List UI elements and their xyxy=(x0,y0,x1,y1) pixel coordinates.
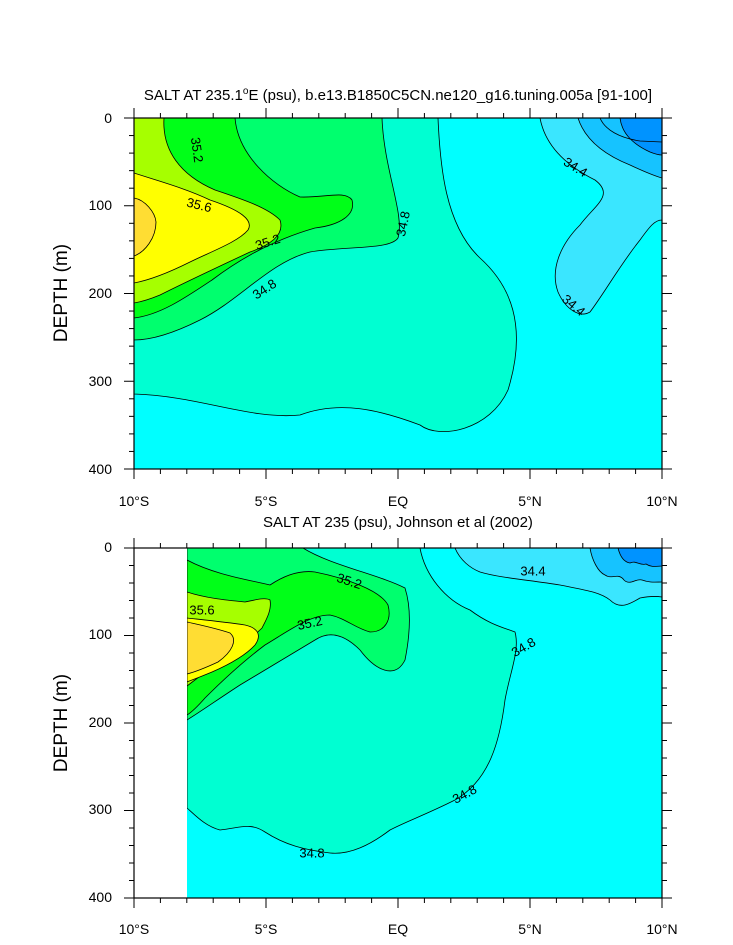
bottom-y-tick-label: 300 xyxy=(89,801,113,817)
contour-label: 35.2 xyxy=(296,613,324,633)
contour-label: 35.6 xyxy=(189,602,214,617)
bottom-y-tick-label: 200 xyxy=(89,714,113,730)
top-y-tick-label: 300 xyxy=(89,373,113,389)
bottom-x-tick-label: 10°S xyxy=(119,921,150,937)
contour-label: 34.4 xyxy=(520,563,545,578)
bottom-y-tick-label: 0 xyxy=(104,539,112,555)
top-y-tick-label: 100 xyxy=(89,197,113,213)
top-y-axis-label: DEPTH (m) xyxy=(51,244,72,342)
contour-label: 34.8 xyxy=(299,845,324,860)
bottom-y-tick-label: 100 xyxy=(89,626,113,642)
bottom-x-tick-label: 5°S xyxy=(255,921,278,937)
top-x-tick-label: 10°S xyxy=(119,493,150,509)
top-fill-35.8 xyxy=(134,197,157,257)
top-panel: SALT AT 235.1oE (psu), b.e13.B1850C5CN.n… xyxy=(51,86,678,509)
top-fill-34.4 xyxy=(539,118,662,315)
top-contour-labels: 35.2 35.6 35.2 34.8 34.8 34.4 34.4 xyxy=(185,136,590,319)
bottom-axis-ticks xyxy=(124,538,672,908)
contour-label: 35.2 xyxy=(188,136,206,163)
top-x-tick-label: 5°N xyxy=(518,493,542,509)
top-axis-ticks xyxy=(124,108,672,479)
contour-label: 35.2 xyxy=(253,231,282,253)
bot-fill-35.8 xyxy=(187,621,234,675)
top-x-tick-label: 10°N xyxy=(646,493,677,509)
bottom-y-axis-label: DEPTH (m) xyxy=(51,674,72,772)
top-contour-fill xyxy=(134,118,662,469)
bottom-y-tick-label: 400 xyxy=(89,889,113,905)
top-panel-title: SALT AT 235.1oE (psu), b.e13.B1850C5CN.n… xyxy=(144,86,652,104)
bottom-x-tick-label: 10°N xyxy=(646,921,677,937)
top-x-tick-label: EQ xyxy=(388,493,408,509)
top-y-tick-label: 0 xyxy=(104,110,112,126)
bottom-x-tick-label: EQ xyxy=(388,921,408,937)
bottom-contour-fill xyxy=(187,548,662,898)
top-contour-line xyxy=(599,118,662,143)
contour-label: 35.6 xyxy=(185,195,213,216)
top-y-tick-label: 400 xyxy=(89,461,113,477)
contour-label: 34.8 xyxy=(393,210,413,238)
top-x-tick-label: 5°S xyxy=(255,493,278,509)
top-fill-35.6 xyxy=(134,172,250,284)
top-y-tick-label: 200 xyxy=(89,285,113,301)
contour-label: 35.2 xyxy=(335,570,364,592)
bot-fill-35.2 xyxy=(187,559,390,716)
bottom-x-tick-label: 5°N xyxy=(518,921,542,937)
bottom-panel-title: SALT AT 235 (psu), Johnson et al (2002) xyxy=(263,514,533,531)
bottom-panel: SALT AT 235 (psu), Johnson et al (2002) xyxy=(51,514,678,937)
bot-fill-34.0 xyxy=(617,548,662,567)
